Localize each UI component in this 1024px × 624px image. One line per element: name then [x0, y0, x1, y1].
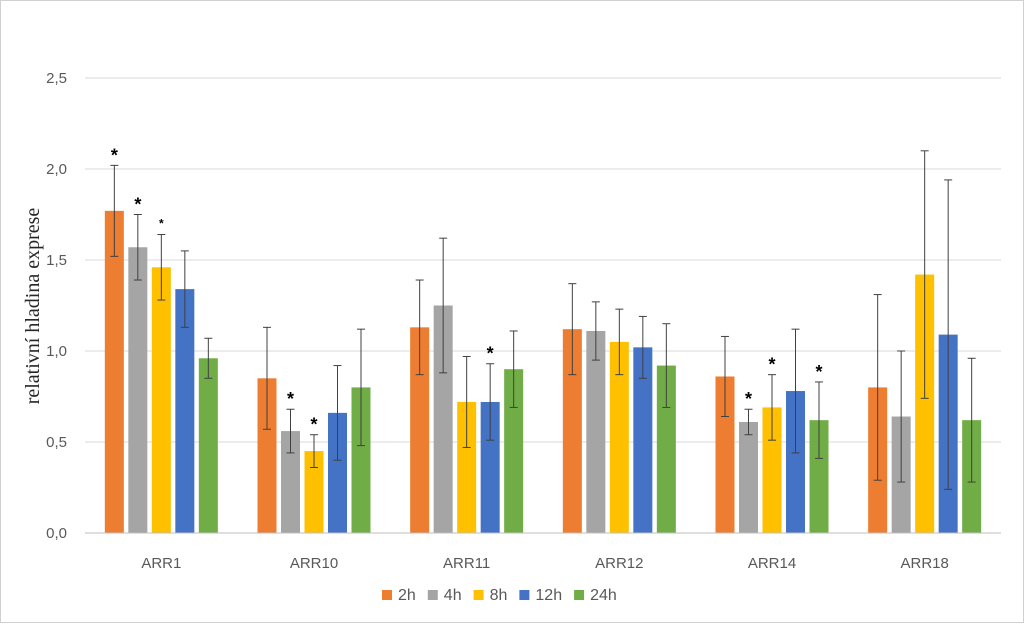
significance-star: *	[768, 355, 775, 375]
y-tick-label: 1,0	[46, 343, 67, 360]
significance-star: *	[159, 217, 164, 231]
legend-swatch	[519, 590, 530, 600]
bar	[786, 391, 805, 533]
bar	[410, 327, 430, 533]
bar	[351, 387, 371, 533]
legend-label: 2h	[398, 587, 416, 604]
legend-swatch	[473, 590, 484, 600]
legend-label: 8h	[490, 587, 508, 604]
y-tick-label: 1,5	[46, 252, 67, 269]
x-tick-label: ARR12	[595, 555, 643, 572]
bar	[281, 431, 300, 533]
axes: 0,0 0,5 1,0 1,5 2,0 2,5 ARR1 ARR10 ARR11 ARR12 ARR…	[46, 70, 1001, 572]
legend-label: 4h	[444, 587, 462, 604]
x-tick-label: ARR11	[443, 555, 490, 572]
x-tick-label: ARR1	[141, 555, 181, 572]
legend-swatch	[574, 590, 585, 600]
significance-markers: * * * * * * * * *	[111, 145, 823, 434]
significance-star: *	[111, 145, 118, 165]
significance-star: *	[815, 362, 822, 382]
significance-star: *	[310, 415, 317, 435]
significance-star: *	[287, 389, 294, 409]
x-tick-label: ARR14	[748, 555, 796, 572]
bar	[128, 247, 148, 533]
bar	[609, 341, 629, 533]
significance-star: *	[745, 389, 752, 409]
bar	[198, 358, 218, 533]
y-tick-label: 2,5	[46, 70, 67, 87]
bar	[304, 451, 324, 533]
y-tick-label: 0,0	[46, 525, 67, 542]
bar	[739, 421, 758, 533]
bar	[175, 289, 195, 533]
bar	[586, 330, 606, 533]
bar	[151, 267, 171, 533]
bar	[504, 369, 524, 533]
bar	[433, 305, 453, 533]
bar	[257, 378, 277, 533]
legend-swatch	[427, 590, 438, 600]
y-tick-label: 2,0	[46, 161, 67, 178]
bar	[809, 420, 829, 533]
legend-label: 12h	[535, 587, 562, 604]
bar	[915, 274, 935, 533]
bar	[457, 401, 477, 533]
gridlines	[85, 77, 1001, 443]
bars	[104, 210, 982, 534]
legend-label: 24h	[590, 587, 617, 604]
y-tick-label: 0,5	[46, 434, 67, 451]
bar	[562, 329, 582, 533]
y-axis-label: relativní hladina exprese	[22, 208, 44, 405]
significance-star: *	[487, 344, 494, 364]
legend-swatch	[382, 590, 392, 600]
bar	[715, 376, 735, 533]
bar	[480, 401, 500, 533]
bar	[104, 210, 124, 534]
bar	[762, 407, 782, 533]
bar	[328, 412, 347, 533]
legend: 2h 4h 8h 12h 24h	[382, 587, 617, 604]
bar	[656, 365, 676, 533]
significance-star: *	[134, 195, 141, 215]
bar	[633, 347, 653, 533]
x-tick-label: ARR18	[900, 555, 948, 572]
error-bars	[110, 150, 976, 490]
x-tick-label: ARR10	[290, 555, 338, 572]
